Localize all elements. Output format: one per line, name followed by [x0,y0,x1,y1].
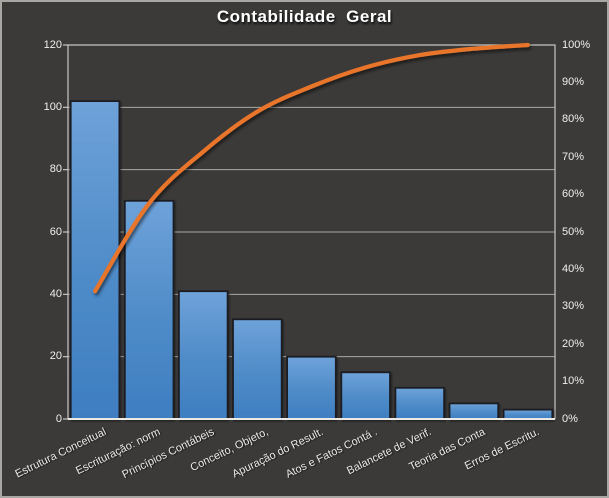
pareto-bar[interactable] [394,386,445,420]
pareto-bar[interactable] [502,408,554,420]
cumulative-percent-line[interactable] [93,42,530,294]
chart-title: Contabilidade Geral [216,7,393,26]
pareto-bar[interactable] [340,371,391,420]
pareto-bar[interactable] [232,318,283,420]
pareto-bar[interactable] [448,402,500,420]
pareto-bar[interactable] [286,355,337,420]
pareto-bar[interactable] [123,199,175,420]
pareto-bar[interactable] [177,290,229,420]
